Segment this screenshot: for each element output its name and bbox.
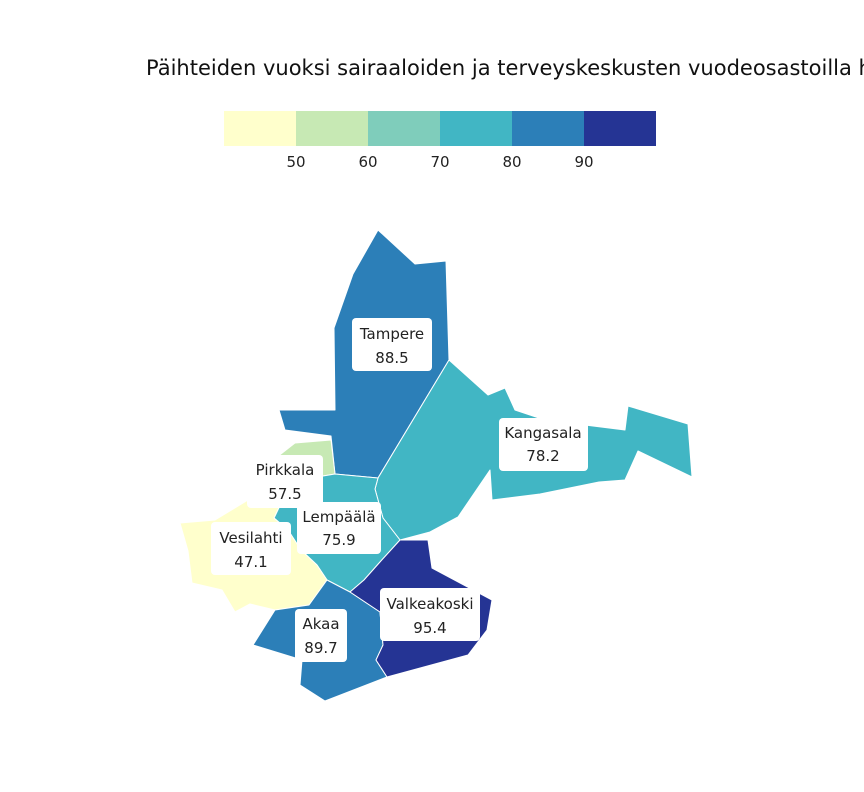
- legend-tick-90: 90: [574, 153, 594, 171]
- label-lempaala-name: Lempäälä: [302, 508, 375, 526]
- label-akaa: Akaa 89.7: [295, 609, 347, 662]
- label-lempaala: Lempäälä 75.9: [297, 502, 381, 554]
- label-kangasala-value: 78.2: [526, 447, 559, 465]
- label-pirkkala: Pirkkala 57.5: [247, 455, 323, 508]
- legend-tick-60: 60: [358, 153, 378, 171]
- color-legend: 50 60 70 80 90: [224, 111, 656, 171]
- legend-swatch-6: [584, 111, 656, 146]
- label-kangasala-name: Kangasala: [504, 424, 581, 442]
- legend-swatch-3: [368, 111, 440, 146]
- label-lempaala-value: 75.9: [322, 531, 355, 549]
- legend-swatch-5: [512, 111, 584, 146]
- label-akaa-value: 89.7: [304, 639, 337, 657]
- legend-tick-70: 70: [430, 153, 450, 171]
- label-akaa-name: Akaa: [302, 615, 339, 633]
- label-pirkkala-name: Pirkkala: [256, 461, 315, 479]
- label-vesilahti: Vesilahti 47.1: [211, 522, 291, 575]
- label-valkeakoski-value: 95.4: [413, 619, 446, 637]
- label-kangasala: Kangasala 78.2: [499, 418, 588, 471]
- legend-swatch-2: [296, 111, 368, 146]
- label-valkeakoski-name: Valkeakoski: [386, 595, 473, 613]
- label-vesilahti-name: Vesilahti: [219, 529, 282, 547]
- legend-tick-80: 80: [502, 153, 522, 171]
- legend-tick-50: 50: [286, 153, 306, 171]
- label-vesilahti-value: 47.1: [234, 553, 267, 571]
- legend-color-bar: [224, 111, 656, 146]
- legend-swatch-1: [224, 111, 296, 146]
- label-pirkkala-value: 57.5: [268, 485, 301, 503]
- legend-swatch-4: [440, 111, 512, 146]
- label-tampere-name: Tampere: [359, 325, 424, 343]
- label-tampere-value: 88.5: [375, 349, 408, 367]
- label-tampere: Tampere 88.5: [352, 318, 432, 371]
- label-valkeakoski: Valkeakoski 95.4: [380, 588, 480, 641]
- map-title: Päihteiden vuoksi sairaaloiden ja tervey…: [146, 56, 864, 80]
